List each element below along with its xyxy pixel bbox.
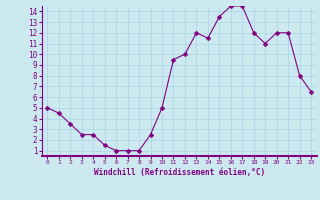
X-axis label: Windchill (Refroidissement éolien,°C): Windchill (Refroidissement éolien,°C) <box>94 168 265 177</box>
